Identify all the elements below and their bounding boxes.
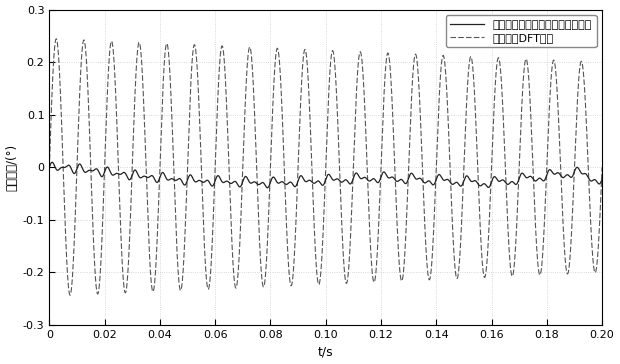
Legend: 基于三次样条插值的同步相量算法, 混合递推DFT算法: 基于三次样条插值的同步相量算法, 混合递推DFT算法 <box>446 15 596 47</box>
混合递推DFT算法 <box>79 44 86 48</box>
混合递推DFT算法 <box>69 276 76 281</box>
混合递推DFT算法 <box>48 96 56 100</box>
基于三次样条插值的同步相量算法 <box>154 180 161 184</box>
混合递推DFT算法 <box>154 222 162 226</box>
混合递推DFT算法 <box>46 165 53 170</box>
基于三次样条插值的同步相量算法 <box>46 165 53 170</box>
X-axis label: t/s: t/s <box>318 345 334 359</box>
基于三次样条插值的同步相量算法 <box>316 180 324 184</box>
Line: 混合递推DFT算法: 混合递推DFT算法 <box>50 39 602 295</box>
混合递推DFT算法 <box>569 202 577 206</box>
基于三次样条插值的同步相量算法 <box>264 186 271 190</box>
混合递推DFT算法 <box>53 37 60 41</box>
基于三次样条插值的同步相量算法 <box>69 169 76 173</box>
混合递推DFT算法 <box>66 293 74 297</box>
混合递推DFT算法 <box>598 165 606 170</box>
混合递推DFT算法 <box>316 280 324 285</box>
基于三次样条插值的同步相量算法 <box>598 177 606 182</box>
基于三次样条插值的同步相量算法 <box>48 160 56 165</box>
Line: 基于三次样条插值的同步相量算法: 基于三次样条插值的同步相量算法 <box>50 162 602 188</box>
基于三次样条插值的同步相量算法 <box>79 166 86 171</box>
Y-axis label: 相角误差/(°): 相角误差/(°) <box>6 144 19 191</box>
基于三次样条插值的同步相量算法 <box>48 160 56 165</box>
基于三次样条插值的同步相量算法 <box>569 173 577 178</box>
